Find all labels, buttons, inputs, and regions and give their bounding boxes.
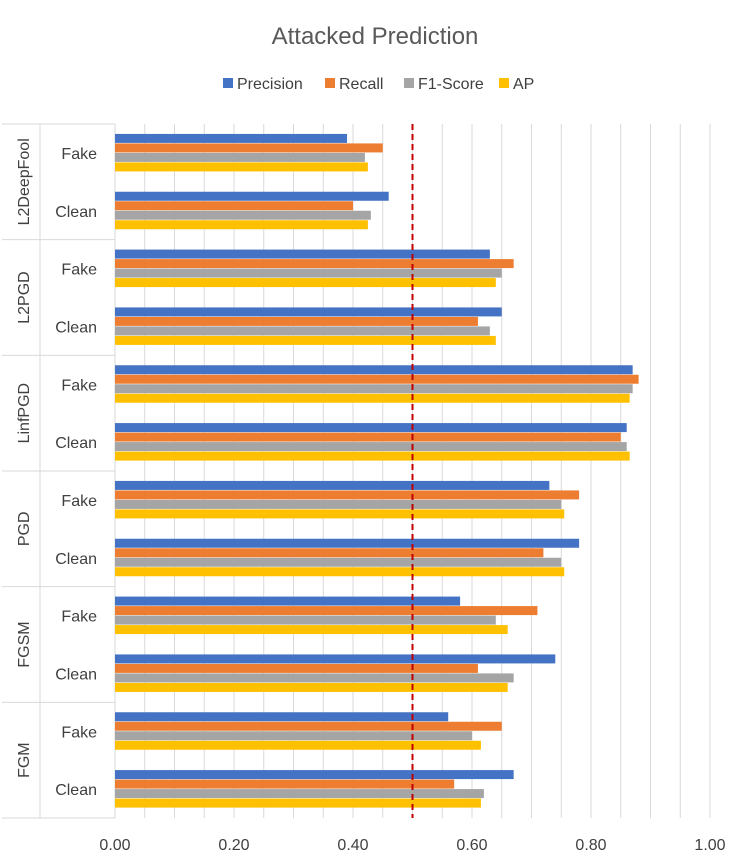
category-label: Clean xyxy=(55,666,97,683)
legend-label-recall: Recall xyxy=(339,76,383,93)
group-label: FGM xyxy=(16,742,33,778)
bar-pgd-clean-precision xyxy=(115,538,580,548)
legend-label-precision: Precision xyxy=(237,76,303,93)
chart-title: Attacked Prediction xyxy=(272,23,479,50)
bar-pgd-clean-recall xyxy=(115,548,544,558)
bar-l2deepfool-fake-precision xyxy=(115,133,348,143)
bar-linfpgd-clean-ap xyxy=(115,451,630,461)
bar-pgd-clean-f1-score xyxy=(115,557,562,567)
bar-fgm-clean-precision xyxy=(115,770,514,780)
bar-fgsm-clean-recall xyxy=(115,663,478,673)
bar-fgm-fake-f1-score xyxy=(115,731,472,741)
group-label: L2DeepFool xyxy=(16,138,33,225)
category-label: Fake xyxy=(61,609,97,626)
bar-fgm-clean-ap xyxy=(115,798,481,808)
bar-l2deepfool-fake-f1-score xyxy=(115,152,365,162)
legend-swatch-ap xyxy=(499,78,509,88)
group-label: LinfPGD xyxy=(16,383,33,443)
x-tick-label: 0.40 xyxy=(337,837,368,854)
bar-l2deepfool-clean-ap xyxy=(115,220,368,230)
bar-pgd-fake-ap xyxy=(115,509,565,519)
bar-pgd-clean-ap xyxy=(115,567,565,577)
category-label: Fake xyxy=(61,377,97,394)
bar-l2deepfool-clean-f1-score xyxy=(115,210,371,220)
x-axis-ticks: 0.00 0.20 0.40 0.60 0.80 1.00 xyxy=(99,837,725,854)
bar-l2pgd-fake-precision xyxy=(115,249,490,259)
x-tick-label: 0.20 xyxy=(218,837,249,854)
bar-fgsm-clean-precision xyxy=(115,654,556,664)
bar-pgd-fake-f1-score xyxy=(115,499,562,509)
bar-l2pgd-clean-recall xyxy=(115,316,478,326)
legend-swatch-f1-score xyxy=(404,78,414,88)
legend-swatch-recall xyxy=(325,78,335,88)
bar-pgd-fake-recall xyxy=(115,490,580,500)
bar-l2deepfool-fake-recall xyxy=(115,143,383,153)
bar-linfpgd-clean-recall xyxy=(115,432,621,442)
bar-linfpgd-fake-ap xyxy=(115,393,630,403)
bar-linfpgd-fake-f1-score xyxy=(115,384,633,394)
group-label: FGSM xyxy=(16,621,33,667)
bar-fgsm-fake-recall xyxy=(115,606,538,616)
bar-pgd-fake-precision xyxy=(115,480,550,490)
legend-label-ap: AP xyxy=(513,76,534,93)
bar-fgm-clean-f1-score xyxy=(115,789,484,799)
category-label: Fake xyxy=(61,724,97,741)
bar-l2deepfool-fake-ap xyxy=(115,162,368,172)
bar-fgsm-fake-precision xyxy=(115,596,461,606)
category-label: Clean xyxy=(55,551,97,568)
bar-l2pgd-clean-f1-score xyxy=(115,326,490,336)
x-tick-label: 0.80 xyxy=(575,837,606,854)
bar-l2pgd-fake-ap xyxy=(115,278,496,288)
category-label: Clean xyxy=(55,319,97,336)
y-axis-labels: L2DeepFool Fake Clean L2PGD Fake Clean LinfPGD… xyxy=(16,138,97,799)
bar-l2pgd-fake-recall xyxy=(115,259,514,269)
group-label: PGD xyxy=(16,511,33,546)
bar-l2pgd-clean-precision xyxy=(115,307,502,317)
bar-fgm-fake-ap xyxy=(115,740,481,750)
bar-l2deepfool-clean-recall xyxy=(115,201,353,211)
category-label: Fake xyxy=(61,262,97,279)
category-label: Fake xyxy=(61,493,97,510)
bar-fgsm-fake-ap xyxy=(115,625,508,635)
bar-fgm-fake-precision xyxy=(115,712,449,722)
x-tick-label: 0.00 xyxy=(99,837,130,854)
legend-swatch-precision xyxy=(223,78,233,88)
bar-linfpgd-clean-f1-score xyxy=(115,442,627,452)
bar-fgsm-clean-ap xyxy=(115,682,508,692)
bar-linfpgd-fake-recall xyxy=(115,374,639,384)
bar-l2pgd-fake-f1-score xyxy=(115,268,502,278)
bar-linfpgd-clean-precision xyxy=(115,423,627,433)
category-label: Clean xyxy=(55,435,97,452)
category-label: Clean xyxy=(55,782,97,799)
bar-fgm-fake-recall xyxy=(115,721,502,731)
bar-fgsm-clean-f1-score xyxy=(115,673,514,683)
group-label: L2PGD xyxy=(16,271,33,323)
bar-l2deepfool-clean-precision xyxy=(115,191,389,201)
category-label: Fake xyxy=(61,146,97,163)
x-tick-label: 1.00 xyxy=(694,837,725,854)
x-tick-label: 0.60 xyxy=(456,837,487,854)
category-label: Clean xyxy=(55,204,97,221)
bar-fgsm-fake-f1-score xyxy=(115,615,496,625)
category-separators xyxy=(2,123,116,819)
bar-l2pgd-clean-ap xyxy=(115,335,496,345)
legend-label-f1-score: F1-Score xyxy=(418,76,484,93)
bar-linfpgd-fake-precision xyxy=(115,365,633,375)
legend: Precision Recall F1-Score AP xyxy=(223,76,534,93)
bar-fgm-clean-recall xyxy=(115,779,455,789)
bars xyxy=(115,133,639,808)
